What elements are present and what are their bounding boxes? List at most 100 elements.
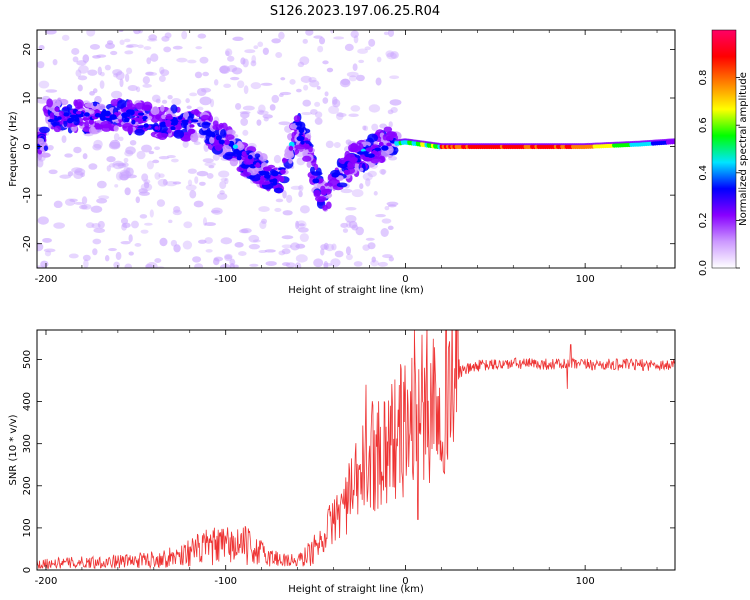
spectrogram-cell [158,156,170,160]
spectrogram-cell [232,36,244,42]
spectrogram-cell [47,118,55,123]
spectrogram-cell [127,85,138,91]
spectrogram-cell [320,248,325,256]
spectrogram-cell [126,67,133,75]
spectrogram-cell [224,134,235,140]
spectrogram-cell [37,242,44,252]
spectrogram-cell [381,145,389,151]
spectrogram-cell [142,83,152,88]
spectrogram-cell [94,109,100,114]
spectrogram-cell [177,116,183,120]
spectrogram-cell [124,150,134,157]
spectrogram-cell [390,51,399,59]
spectrogram-cell [40,152,51,158]
spectrogram-cell [256,119,262,126]
spectrogram-cell [348,75,358,82]
spectrogram-cell [389,135,394,141]
spectrogram-cell [170,104,178,114]
spectrogram-cell [379,168,387,175]
spectrogram-cell [340,188,353,194]
spectrogram-cell [296,126,302,130]
spectrogram-cell [113,261,120,268]
spectrogram-cell [273,154,282,164]
spectrogram-cell [100,71,105,77]
spectrogram-cell [322,97,329,104]
spectrogram-cell [156,133,169,138]
spectrogram-cell [126,43,139,48]
spectrogram-cell [173,129,185,139]
spectrogram-cell [286,194,293,204]
spectrogram-cell [254,153,261,158]
spectrogram-cell [74,99,84,110]
colorbar-tick-label: 0.4 [698,165,709,181]
spectrogram-cell [124,73,130,82]
spectrogram-cell [121,223,127,231]
spectrogram-cell [110,90,123,99]
spectrogram-cell [380,169,386,176]
spectrogram-cell [176,124,182,131]
spectrogram-cell [92,55,102,59]
spectrogram-cell [364,46,371,51]
spectrogram-cell [350,30,359,39]
spectrogram-cell [389,75,400,80]
spectrogram-cell [99,80,105,89]
spectrogram-cell [99,115,107,121]
spectrogram-cell [129,109,135,116]
spectrogram-cell [77,75,88,81]
snr-y-tick-label: 400 [22,392,33,411]
spectrogram-cell [297,227,309,233]
spectrogram-cell [92,238,102,245]
spectrogram-cell [181,119,189,124]
spectrogram-cell [162,179,168,186]
snr-x-tick-label: -100 [214,576,237,587]
spectrogram-cell [161,99,168,104]
spectrogram-cell [224,177,229,185]
spectrogram-cell [356,74,365,82]
spectrogram-cell [279,91,292,96]
spectrogram-cell [365,237,375,241]
snr-frame [36,329,676,571]
spectrogram-cell [143,46,152,50]
spectrogram-cell [258,180,271,185]
spectrogram-cell [199,181,206,186]
spectrogram-cell [118,136,124,142]
spectrogram-cell [92,101,98,107]
spectrogram-cell [149,209,154,218]
spectrogram-cell [238,251,247,256]
spectrogram-cell [225,50,230,57]
spectrogram-cell [92,88,98,94]
spectrogram-cell [82,254,91,262]
spectrogram-cell [387,204,397,208]
spectrogram-cell [386,52,397,60]
spectrogram-cell [82,126,91,133]
colorbar-gradient [712,30,736,268]
spectrogram-cell [197,33,207,39]
spectrogram-cell [387,30,395,37]
colorbar-tick-label: 0.0 [698,260,709,276]
spectrogram-cell [194,176,199,184]
spectrogram-cell [300,75,312,83]
spectrogram-cell [158,173,165,178]
spectrogram-cell [240,117,249,126]
spectrogram-cell [64,153,73,158]
spectrogram-cell [196,106,204,111]
spectrogram-cell [386,142,392,147]
spectrogram-cell [125,146,136,155]
spectrogram-frame [36,29,676,269]
spectrogram-cell [289,79,296,85]
spectrogram-cell [368,104,381,113]
spectrogram-cell [367,170,377,178]
spectrogram-cell [204,222,217,227]
spectrogram-cell [345,215,357,223]
spectrogram-cell [91,126,96,134]
spectrogram-cell [348,113,359,118]
spectrogram-cell [143,179,151,184]
spectrogram-cell [189,124,195,128]
spectrogram-cell [142,104,152,110]
spectrogram-cell [53,125,62,133]
spectrogram-cell [378,141,384,147]
figure-title: S126.2023.197.06.25.R04 [270,4,440,19]
spectrogram-cell [154,258,162,263]
